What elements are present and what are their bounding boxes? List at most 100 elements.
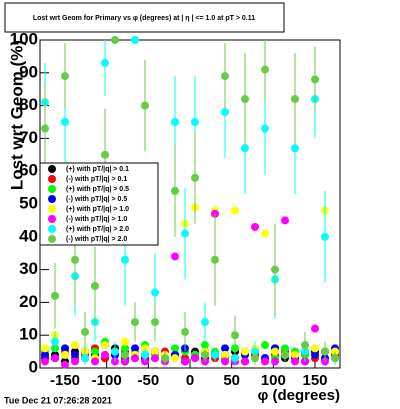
point bbox=[311, 350, 319, 359]
y-tick-label: 40 bbox=[19, 226, 38, 245]
point bbox=[151, 354, 159, 363]
point bbox=[91, 347, 99, 356]
point bbox=[261, 357, 269, 366]
x-tick-label: -50 bbox=[137, 372, 159, 389]
timestamp: Tue Dec 21 07:26:28 2021 bbox=[4, 395, 112, 405]
point bbox=[41, 357, 49, 366]
point bbox=[121, 255, 129, 264]
point bbox=[61, 360, 69, 369]
point bbox=[41, 350, 49, 359]
point bbox=[261, 124, 269, 133]
legend-marker bbox=[48, 235, 56, 243]
point bbox=[311, 344, 319, 353]
point bbox=[201, 318, 209, 327]
point bbox=[251, 354, 259, 363]
legend-box bbox=[39, 162, 159, 246]
x-tick-label: -100 bbox=[92, 372, 122, 389]
point bbox=[281, 350, 289, 359]
point bbox=[271, 357, 279, 366]
point bbox=[231, 354, 239, 363]
legend-marker bbox=[48, 225, 56, 233]
point bbox=[211, 255, 219, 264]
point bbox=[131, 36, 139, 44]
x-tick-label: 50 bbox=[223, 372, 240, 389]
y-tick-label: 20 bbox=[19, 292, 38, 311]
point bbox=[261, 341, 269, 350]
legend-marker bbox=[48, 205, 56, 213]
point bbox=[51, 337, 59, 346]
point bbox=[321, 347, 329, 356]
point bbox=[241, 95, 249, 104]
point bbox=[291, 95, 299, 104]
title-box bbox=[4, 2, 285, 33]
point bbox=[241, 144, 249, 153]
y-tick-label: 70 bbox=[19, 128, 38, 147]
point bbox=[41, 124, 49, 133]
point bbox=[291, 357, 299, 366]
y-tick-label: 10 bbox=[19, 325, 38, 344]
legend-label: (+) with pT/|q| > 1.0 bbox=[66, 206, 129, 213]
x-axis-title: φ (degrees) bbox=[258, 387, 340, 404]
point bbox=[171, 344, 179, 353]
point bbox=[121, 350, 129, 359]
point bbox=[101, 350, 109, 359]
point bbox=[261, 229, 269, 238]
x-tick-label: -150 bbox=[50, 372, 80, 389]
point bbox=[191, 173, 199, 182]
y-tick-label: 60 bbox=[19, 161, 38, 180]
point bbox=[231, 331, 239, 340]
point bbox=[61, 118, 69, 126]
point bbox=[171, 252, 179, 261]
y-tick-label: 100 bbox=[10, 29, 38, 48]
point bbox=[171, 118, 179, 126]
point bbox=[151, 347, 159, 356]
point bbox=[171, 354, 179, 363]
point bbox=[201, 341, 209, 350]
point bbox=[251, 222, 259, 231]
point bbox=[51, 291, 59, 300]
point bbox=[91, 282, 99, 290]
point bbox=[311, 324, 319, 333]
point bbox=[271, 265, 279, 274]
legend-label: (-) with pT/|q| > 0.5 bbox=[66, 196, 127, 203]
y-tick-label: 90 bbox=[19, 62, 38, 81]
point bbox=[141, 350, 149, 359]
point bbox=[261, 65, 269, 74]
point bbox=[151, 288, 159, 297]
point bbox=[231, 206, 239, 215]
legend-label: (+) with pT/|q| > 0.1 bbox=[66, 166, 129, 173]
point bbox=[71, 357, 79, 366]
y-tick-label: 30 bbox=[19, 259, 38, 278]
point bbox=[61, 72, 69, 81]
point bbox=[221, 344, 229, 353]
y-axis-title: Lost wrt Geom (%) bbox=[7, 40, 26, 190]
point bbox=[61, 344, 69, 353]
series bbox=[41, 36, 339, 365]
point bbox=[41, 344, 49, 353]
point bbox=[241, 347, 249, 356]
point bbox=[131, 354, 139, 363]
point bbox=[291, 144, 299, 153]
point bbox=[321, 232, 329, 241]
point bbox=[151, 318, 159, 327]
legend-marker bbox=[48, 165, 56, 173]
legend-label: (-) with pT/|q| > 0.1 bbox=[66, 176, 127, 183]
point bbox=[161, 354, 169, 363]
y-tick-label: 80 bbox=[19, 95, 38, 114]
point bbox=[131, 318, 139, 327]
legend-marker bbox=[48, 185, 56, 193]
point bbox=[331, 354, 339, 363]
point bbox=[71, 255, 79, 264]
point bbox=[101, 58, 109, 67]
x-tick-label: 150 bbox=[302, 372, 327, 389]
legend-marker bbox=[48, 175, 56, 183]
legend-label: (-) with pT/|q| > 2.0 bbox=[66, 236, 127, 243]
point bbox=[221, 72, 229, 81]
point bbox=[121, 337, 129, 346]
point bbox=[71, 350, 79, 359]
point bbox=[311, 75, 319, 84]
point bbox=[301, 341, 309, 350]
point bbox=[81, 327, 89, 336]
point bbox=[111, 36, 119, 44]
